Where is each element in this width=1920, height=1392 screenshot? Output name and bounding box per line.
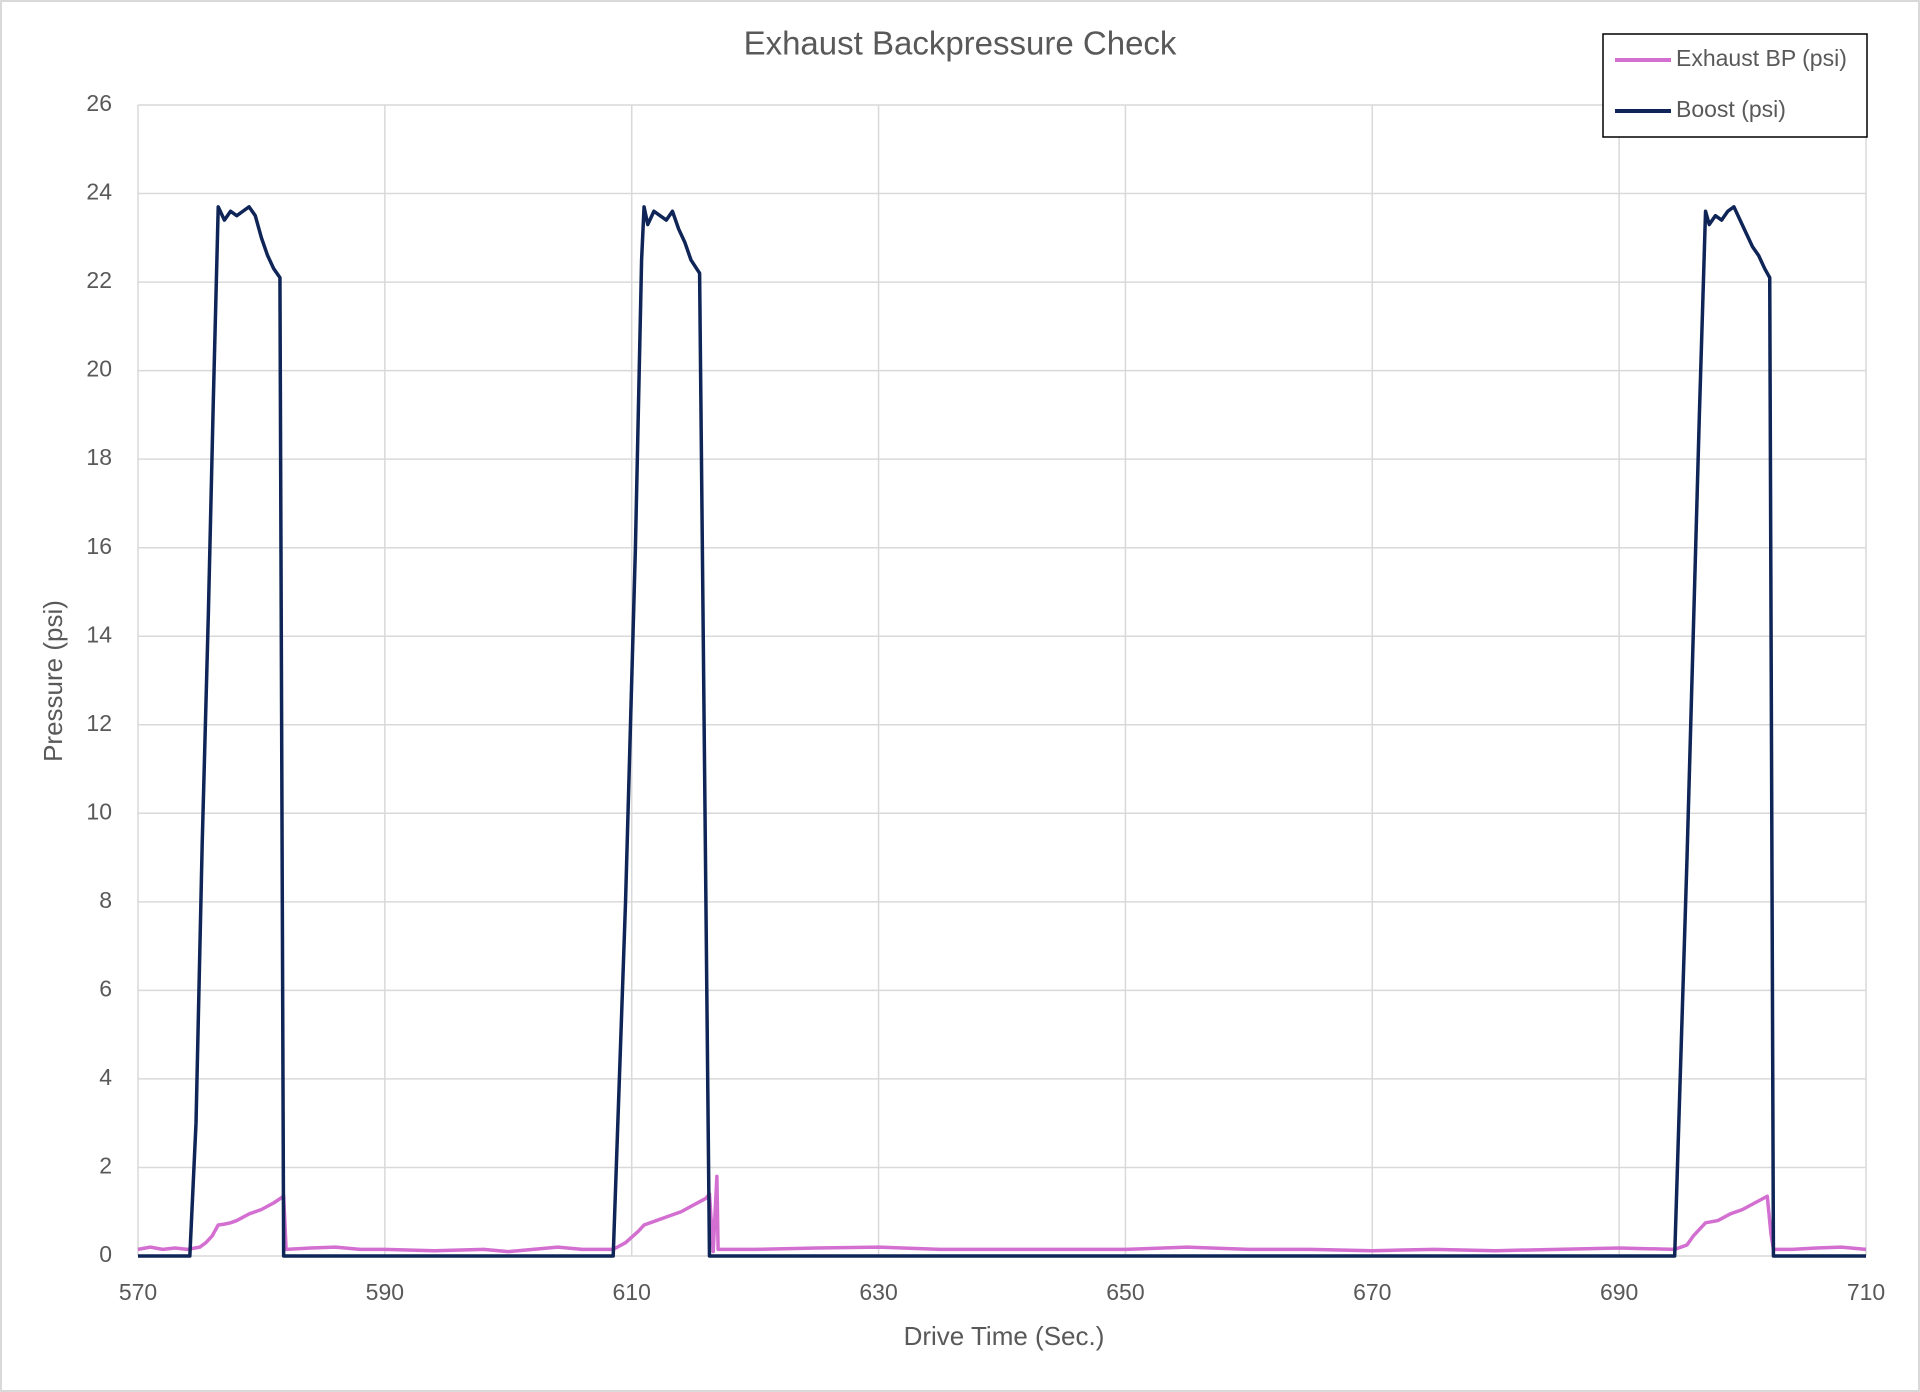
y-tick-label: 2 <box>99 1153 112 1179</box>
x-tick-label: 710 <box>1847 1279 1885 1305</box>
x-tick-label: 610 <box>613 1279 651 1305</box>
y-tick-label: 6 <box>99 975 112 1001</box>
legend-label: Boost (psi) <box>1676 96 1786 122</box>
y-tick-label: 20 <box>86 356 112 382</box>
x-tick-label: 570 <box>119 1279 157 1305</box>
legend-box <box>1602 33 1868 138</box>
x-tick-label: 590 <box>366 1279 404 1305</box>
x-tick-label: 690 <box>1600 1279 1638 1305</box>
y-tick-label: 26 <box>86 90 112 116</box>
y-tick-label: 14 <box>86 621 112 647</box>
y-axis-label: Pressure (psi) <box>38 600 68 762</box>
chart-title: Exhaust Backpressure Check <box>744 25 1177 62</box>
legend-label: Exhaust BP (psi) <box>1676 45 1847 71</box>
y-tick-label: 8 <box>99 887 112 913</box>
y-tick-label: 10 <box>86 798 112 824</box>
series-line <box>137 1174 1867 1254</box>
y-tick-label: 4 <box>99 1064 112 1090</box>
y-tick-label: 22 <box>86 267 112 293</box>
y-tick-label: 16 <box>86 533 112 559</box>
y-tick-label: 12 <box>86 710 112 736</box>
y-tick-label: 0 <box>99 1241 112 1267</box>
series-line <box>138 205 1866 1258</box>
x-tick-label: 630 <box>859 1279 897 1305</box>
x-tick-label: 670 <box>1353 1279 1391 1305</box>
x-axis-label: Drive Time (Sec.) <box>904 1321 1105 1351</box>
x-tick-label: 650 <box>1106 1279 1144 1305</box>
y-tick-label: 24 <box>86 179 112 205</box>
y-tick-label: 18 <box>86 444 112 470</box>
